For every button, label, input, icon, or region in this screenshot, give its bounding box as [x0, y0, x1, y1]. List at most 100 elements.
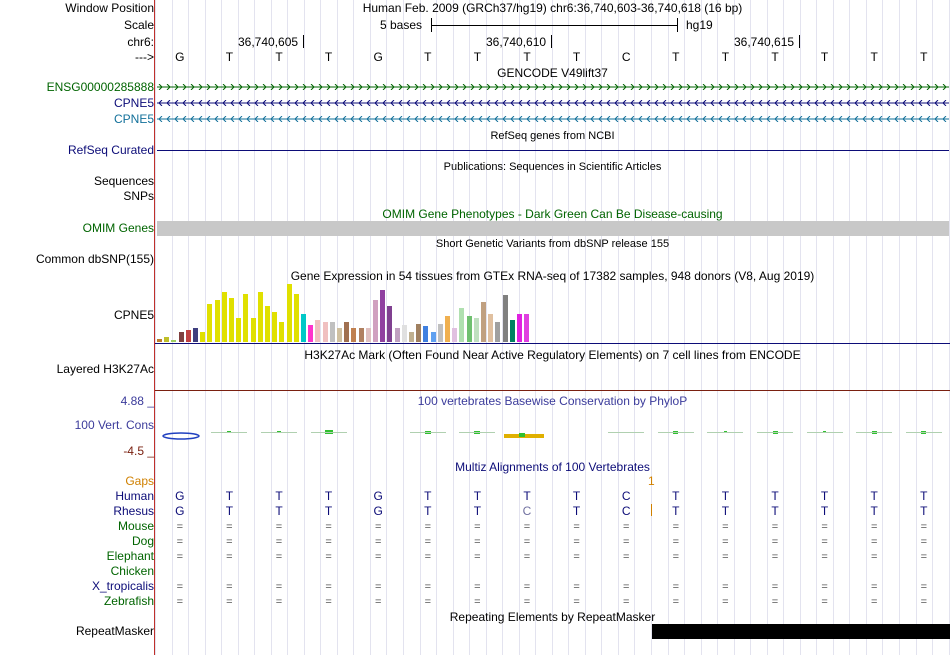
phylop-baseline-segment [905, 432, 942, 433]
alignment-base: = [523, 596, 531, 608]
species-label-zebrafish[interactable]: Zebrafish [103, 594, 154, 608]
gtex-bar[interactable] [200, 332, 206, 342]
gtex-bar[interactable] [322, 322, 328, 342]
ruler-tick-3 [799, 35, 800, 48]
ruler-position-3: 36,740,615 [734, 35, 795, 49]
refseq-label[interactable]: RefSeq Curated [67, 143, 154, 157]
gtex-bar[interactable] [229, 298, 234, 342]
phylop-amber-mark [504, 434, 544, 438]
gtex-bar[interactable] [423, 326, 429, 342]
species-label-human[interactable]: Human [115, 489, 154, 503]
repeat-element-bar[interactable] [652, 624, 950, 639]
multiz-gaps-label[interactable]: Gaps [125, 474, 154, 488]
gtex-bar[interactable] [221, 292, 227, 342]
dbsnp-label[interactable]: Common dbSNP(155) [35, 252, 154, 266]
gtex-bar[interactable] [358, 328, 364, 342]
gtex-bar[interactable] [308, 325, 314, 342]
rhesus-gap-marker [651, 504, 652, 516]
gtex-bar[interactable] [344, 322, 350, 342]
gtex-bar[interactable] [257, 292, 263, 342]
gtex-bar[interactable] [430, 332, 436, 342]
gtex-bar[interactable] [466, 316, 472, 342]
gtex-bar[interactable] [337, 328, 342, 342]
gtex-bar[interactable] [164, 337, 170, 342]
gtex-bar[interactable] [445, 316, 450, 342]
gtex-bar[interactable] [488, 314, 494, 342]
gtex-bar[interactable] [329, 322, 335, 342]
sequence-base: T [771, 50, 779, 64]
gtex-bar[interactable] [185, 330, 191, 342]
gtex-bar[interactable] [193, 328, 198, 342]
alignment-base: = [573, 536, 580, 548]
gtex-bar[interactable] [524, 314, 530, 342]
gtex-bar[interactable] [437, 324, 443, 342]
refseq-gene-line[interactable] [157, 150, 949, 151]
gtex-bar[interactable] [214, 300, 220, 342]
gtex-bar[interactable] [157, 339, 162, 342]
gtex-label[interactable]: CPNE5 [113, 308, 154, 322]
species-label-chicken[interactable]: Chicken [110, 564, 154, 578]
alignment-base: G [373, 489, 383, 503]
gtex-bar[interactable] [409, 332, 414, 342]
gene-strand-cpne5-alt[interactable] [157, 116, 949, 122]
phylop-label[interactable]: 100 Vert. Cons [74, 418, 154, 432]
alignment-base: = [226, 536, 233, 548]
omim-label[interactable]: OMIM Genes [82, 221, 154, 235]
gtex-bar[interactable] [502, 295, 508, 342]
gtex-bar[interactable] [243, 294, 249, 342]
alignment-base: T [424, 489, 432, 503]
gtex-bar[interactable] [373, 300, 378, 342]
gene-strand-ensg00000285888[interactable] [157, 84, 949, 90]
gtex-bar[interactable] [236, 318, 242, 342]
publications-label-sequences[interactable]: Sequences [93, 174, 154, 188]
gtex-bar[interactable] [171, 340, 177, 342]
species-label-elephant[interactable]: Elephant [106, 549, 154, 563]
gtex-bar[interactable] [301, 314, 306, 342]
species-label-x-tropicalis[interactable]: X_tropicalis [91, 579, 154, 593]
grid-line [651, 0, 652, 655]
gtex-bar[interactable] [207, 304, 213, 342]
gtex-bar[interactable] [401, 325, 407, 342]
gtex-bar[interactable] [250, 318, 256, 342]
gtex-bar[interactable] [495, 322, 501, 342]
gtex-bar[interactable] [178, 332, 184, 342]
gencode-item-label-3[interactable]: CPNE5 [113, 112, 154, 126]
gencode-item-label-2[interactable]: CPNE5 [113, 96, 154, 110]
gtex-bar[interactable] [380, 290, 386, 342]
gene-strand-cpne5[interactable] [157, 100, 949, 106]
gtex-bar[interactable] [509, 320, 515, 342]
gtex-bar[interactable] [265, 306, 270, 342]
gtex-bar[interactable] [351, 328, 357, 342]
species-label-rhesus[interactable]: Rhesus [113, 504, 154, 518]
h3k27ac-label[interactable]: Layered H3K27Ac [56, 362, 154, 376]
phylop-baseline-segment [806, 432, 843, 433]
gtex-bar[interactable] [272, 312, 278, 342]
gtex-bar[interactable] [517, 314, 522, 342]
species-label-dog[interactable]: Dog [131, 534, 154, 548]
alignment-base: C [522, 504, 532, 518]
repeatmasker-label[interactable]: RepeatMasker [75, 624, 154, 638]
gtex-bar[interactable] [387, 306, 393, 342]
gtex-bar[interactable] [394, 328, 400, 342]
gtex-bar[interactable] [315, 320, 321, 342]
gtex-bar[interactable] [459, 308, 465, 342]
alignment-base: = [325, 536, 332, 548]
alignment-base: = [573, 521, 580, 533]
gtex-bar[interactable] [452, 328, 458, 342]
gtex-bar[interactable] [286, 284, 292, 342]
gtex-bar[interactable] [365, 328, 371, 342]
omim-phenotype-bar[interactable] [157, 221, 949, 236]
gtex-bar[interactable] [473, 318, 479, 342]
gtex-bar[interactable] [416, 324, 422, 342]
phylop-baseline-segment [261, 432, 297, 433]
publications-label-snps[interactable]: SNPs [123, 189, 154, 203]
alignment-base: = [722, 536, 729, 548]
grid-line [205, 0, 206, 655]
species-label-mouse[interactable]: Mouse [117, 519, 154, 533]
gtex-bar[interactable] [279, 322, 285, 342]
gtex-bar[interactable] [293, 294, 299, 342]
gtex-bar[interactable] [481, 302, 486, 342]
h3k27ac-baseline [155, 390, 950, 391]
gencode-item-label-1[interactable]: ENSG00000285888 [46, 80, 154, 94]
